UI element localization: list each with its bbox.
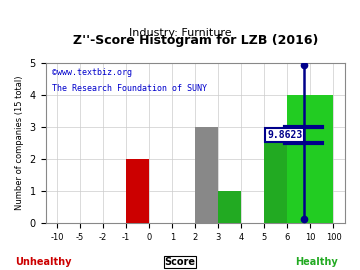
Bar [287,95,333,223]
Bar [218,191,241,223]
Bar [126,159,149,223]
Text: 9.8623: 9.8623 [267,130,302,140]
Text: The Research Foundation of SUNY: The Research Foundation of SUNY [51,84,207,93]
Title: Z''-Score Histogram for LZB (2016): Z''-Score Histogram for LZB (2016) [73,34,318,47]
Bar [264,127,287,223]
Text: Industry: Furniture: Industry: Furniture [129,28,231,38]
Y-axis label: Number of companies (15 total): Number of companies (15 total) [15,76,24,210]
Bar [195,127,218,223]
Text: Unhealthy: Unhealthy [15,257,71,267]
Text: ©www.textbiz.org: ©www.textbiz.org [51,68,131,77]
Text: Healthy: Healthy [296,257,338,267]
Text: Score: Score [165,257,195,267]
